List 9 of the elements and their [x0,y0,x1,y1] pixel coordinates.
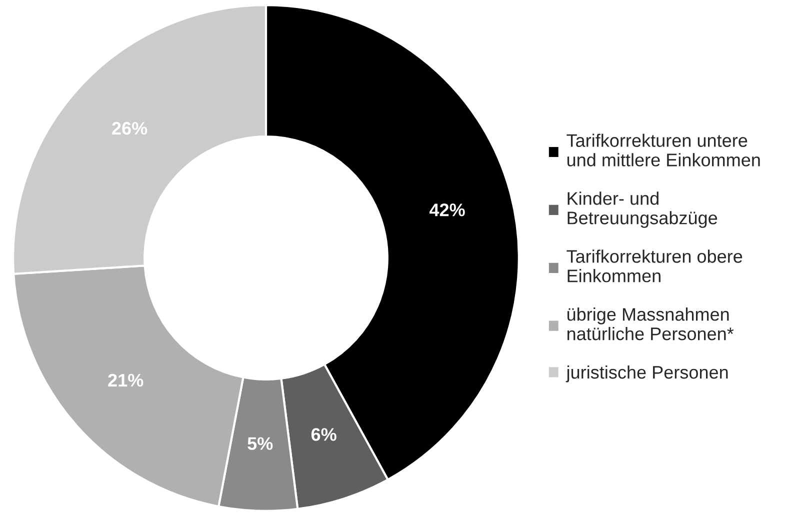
data-label: 21% [108,374,144,387]
legend-label: Tarifkorrekturen obere Einkommen [566,250,742,282]
data-label: 5% [248,437,273,450]
legend-label: übrige Massnahmen natürliche Personen* [567,308,734,340]
legend-label: Tarifkorrekturen untere und mittlere Einkommen [566,134,760,166]
data-label: 6% [311,428,336,441]
data-label: 42% [429,204,465,216]
legend-label: Kinder- und Betreuungsabzüge [568,192,718,228]
legend-label: juristische Personen [566,365,728,382]
